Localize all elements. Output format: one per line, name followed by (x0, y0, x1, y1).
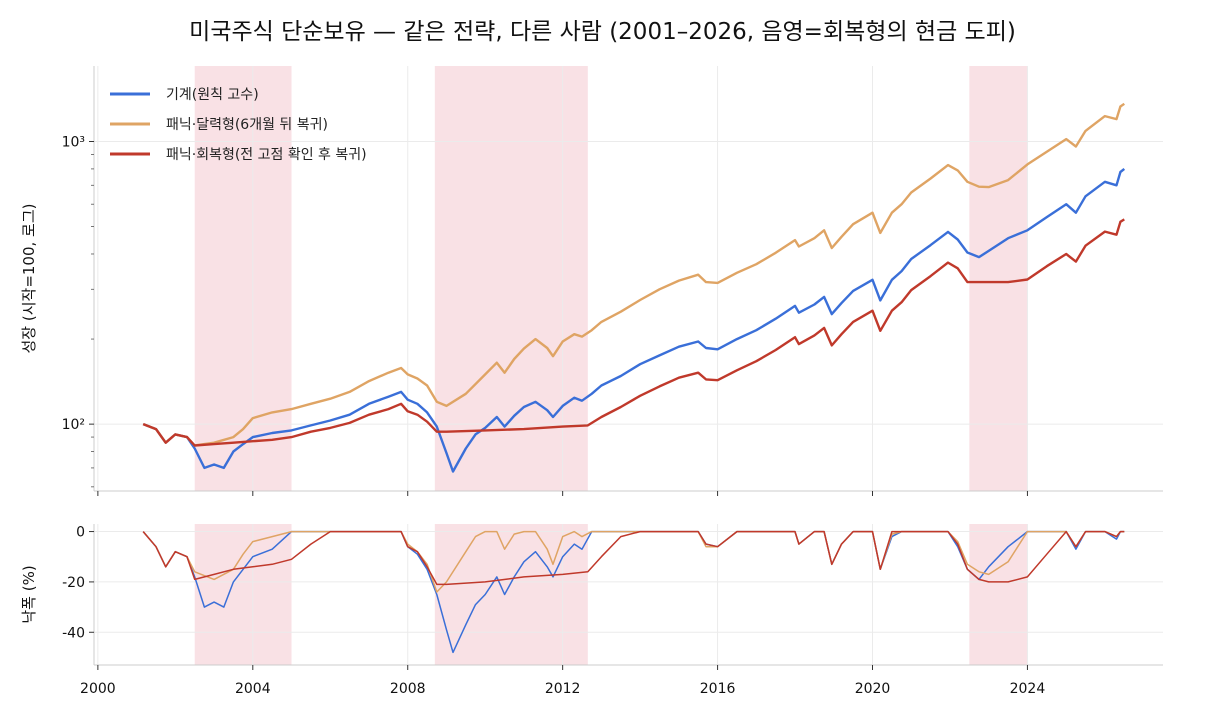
chart-title: 미국주식 단순보유 — 같은 전략, 다른 사람 (2001–2026, 음영=… (189, 19, 1016, 45)
shaded-period (194, 524, 292, 665)
x-tick-label: 2024 (1010, 681, 1046, 697)
legend-label: 기계(원칙 고수) (166, 87, 259, 103)
x-tick-label: 2016 (700, 681, 736, 697)
drawdown-line-panic_bull (142, 530, 1125, 593)
y-tick-label: -20 (62, 575, 85, 591)
x-tick-label: 2004 (235, 681, 271, 697)
y-axis-label: 낙폭 (%) (20, 565, 38, 623)
y-tick-label: 10³ (62, 135, 85, 151)
series-line-panic_bull (142, 102, 1125, 447)
series-line-mechanical (142, 167, 1126, 473)
x-tick-label: 2012 (545, 681, 581, 697)
y-tick-label: 10² (62, 417, 85, 433)
shaded-period (194, 66, 292, 491)
shaded-period (434, 524, 588, 665)
x-tick-label: 2000 (80, 681, 116, 697)
shaded-period (969, 66, 1028, 491)
legend-label: 패닉·회복형(전 고점 확인 후 복귀) (166, 147, 367, 163)
legend-label: 패닉·달력형(6개월 뒤 복귀) (166, 117, 328, 133)
series-line-panic_recovery (142, 218, 1125, 447)
x-tick-label: 2008 (390, 681, 426, 697)
drawdown-line-panic_recovery (142, 530, 1125, 586)
y-tick-label: 0 (76, 525, 85, 541)
x-tick-label: 2020 (855, 681, 891, 697)
y-axis-label: 성장 (시작=100, 로그) (20, 203, 38, 353)
y-tick-label: -40 (62, 625, 85, 641)
